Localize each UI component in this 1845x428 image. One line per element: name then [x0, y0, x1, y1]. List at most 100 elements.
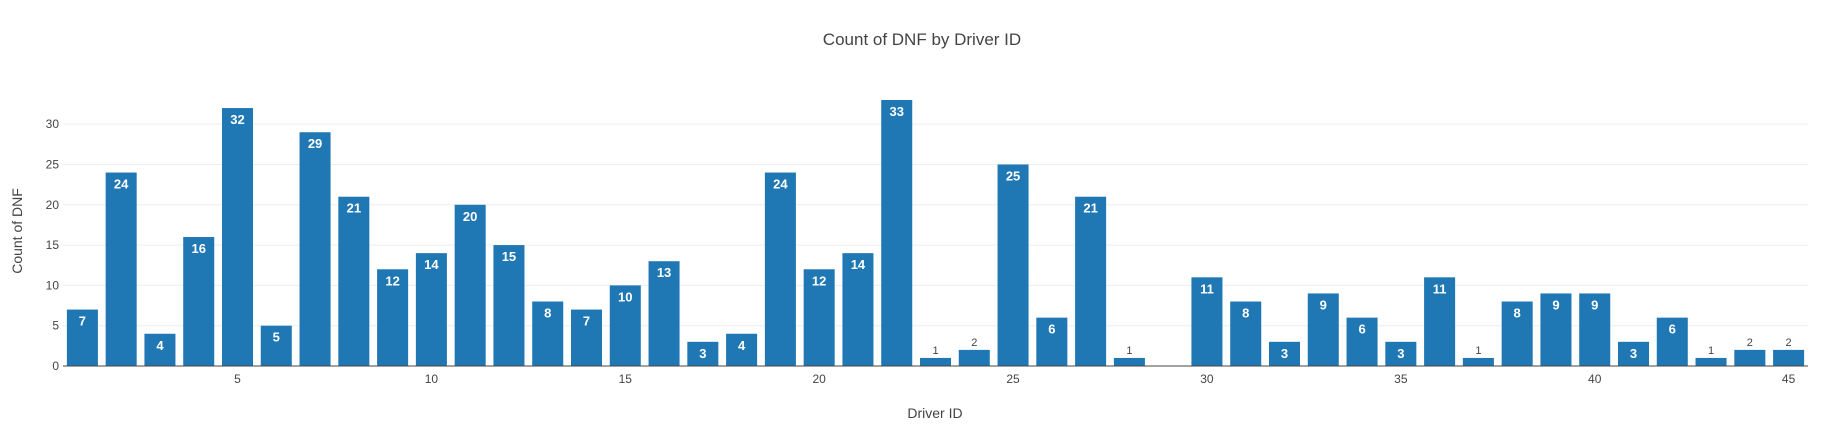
- bar-value-label: 32: [230, 112, 244, 127]
- bar-value-label: 7: [79, 314, 86, 329]
- bar: [1656, 317, 1688, 366]
- x-tick-label: 5: [234, 372, 241, 386]
- bar: [105, 172, 137, 366]
- y-tick-label: 5: [52, 319, 59, 333]
- bar-value-label: 12: [812, 273, 826, 288]
- bar: [1462, 357, 1494, 366]
- bar-value-label: 29: [308, 136, 322, 151]
- y-tick-label: 20: [46, 198, 60, 212]
- bar: [1695, 357, 1727, 366]
- bar-value-label: 3: [1630, 346, 1637, 361]
- bar-value-label: 6: [1669, 322, 1676, 337]
- bar: [377, 269, 409, 366]
- bar-value-label: 8: [544, 306, 551, 321]
- bar-value-label: 5: [273, 330, 280, 345]
- chart-title: Count of DNF by Driver ID: [823, 30, 1021, 49]
- bar-value-label: 15: [502, 249, 516, 264]
- bar-value-label: 1: [1475, 345, 1481, 357]
- bar: [1307, 293, 1339, 366]
- bar-value-label: 4: [156, 338, 164, 353]
- bar: [687, 341, 719, 366]
- bar: [66, 309, 98, 366]
- y-tick-label: 10: [46, 278, 60, 292]
- bar-value-label: 1: [1708, 345, 1714, 357]
- bar-value-label: 10: [618, 289, 632, 304]
- bar-value-label: 8: [1242, 306, 1249, 321]
- bar: [1579, 293, 1611, 366]
- bar-value-label: 11: [1200, 281, 1214, 296]
- bar-value-label: 12: [385, 273, 399, 288]
- bar-value-label: 3: [1397, 346, 1404, 361]
- bar: [1346, 317, 1378, 366]
- y-tick-label: 15: [46, 238, 60, 252]
- bar: [609, 285, 641, 366]
- y-tick-label: 30: [46, 117, 60, 131]
- bar-value-label: 9: [1591, 297, 1598, 312]
- bar-value-label: 16: [191, 241, 205, 256]
- bar-value-label: 2: [1786, 337, 1792, 349]
- bars: [66, 100, 1805, 366]
- bar: [183, 237, 215, 366]
- bar-value-label: 4: [738, 338, 746, 353]
- bar-value-label: 2: [971, 337, 977, 349]
- x-tick-label: 40: [1588, 372, 1602, 386]
- x-tick-label: 25: [1006, 372, 1020, 386]
- bar-value-label: 6: [1358, 322, 1365, 337]
- bar: [764, 172, 796, 366]
- bar: [1773, 349, 1805, 366]
- bar: [415, 253, 447, 366]
- bar-value-label: 20: [463, 209, 477, 224]
- y-axis-title: Count of DNF: [9, 188, 25, 274]
- bar-value-label: 3: [699, 346, 706, 361]
- bar-value-label: 11: [1433, 281, 1447, 296]
- bar: [532, 301, 564, 366]
- bar: [958, 349, 990, 366]
- bar-value-label: 25: [1006, 168, 1020, 183]
- bar: [260, 325, 292, 366]
- bar: [1424, 277, 1456, 366]
- bar: [726, 333, 758, 366]
- x-tick-label: 10: [425, 372, 439, 386]
- x-tick-label: 35: [1394, 372, 1408, 386]
- bar-value-label: 6: [1048, 322, 1055, 337]
- y-tick-label: 25: [46, 157, 60, 171]
- x-tick-label: 20: [812, 372, 826, 386]
- bar: [1385, 341, 1417, 366]
- bar: [881, 100, 913, 366]
- x-tick-label: 45: [1782, 372, 1796, 386]
- bar-value-label: 14: [851, 257, 866, 272]
- bar-value-label: 1: [932, 345, 938, 357]
- y-axis-ticks: 0 5 10 15 20 25 30: [46, 117, 60, 373]
- bar-value-label: 8: [1514, 306, 1521, 321]
- bar-value-label: 24: [773, 177, 788, 192]
- bar: [570, 309, 603, 366]
- bar: [803, 269, 835, 366]
- bar: [1268, 341, 1301, 366]
- bar: [1734, 349, 1766, 366]
- bar: [1036, 317, 1068, 366]
- bar: [1075, 196, 1107, 366]
- bar-labels: 7244163252921121420158710133424121433122…: [79, 104, 1792, 361]
- bar: [299, 132, 331, 366]
- x-tick-label: 15: [619, 372, 633, 386]
- bar-value-label: 9: [1320, 297, 1327, 312]
- bar: [1113, 357, 1145, 366]
- bar-value-label: 24: [114, 177, 129, 192]
- bar-value-label: 21: [347, 201, 361, 216]
- bar: [1617, 341, 1650, 366]
- x-tick-label: 30: [1200, 372, 1214, 386]
- bar: [454, 204, 486, 366]
- bar-value-label: 9: [1552, 297, 1559, 312]
- bar-value-label: 7: [583, 314, 590, 329]
- bar: [338, 196, 370, 366]
- bar: [1191, 277, 1223, 366]
- bar: [221, 108, 254, 366]
- bar-value-label: 3: [1281, 346, 1288, 361]
- x-axis-title: Driver ID: [907, 405, 962, 421]
- bar: [997, 164, 1029, 366]
- x-axis-ticks: 5 10 15 20 25 30 35 40 45: [234, 372, 1795, 386]
- bar-value-label: 21: [1083, 201, 1097, 216]
- bar: [648, 261, 680, 366]
- bar-value-label: 14: [424, 257, 439, 272]
